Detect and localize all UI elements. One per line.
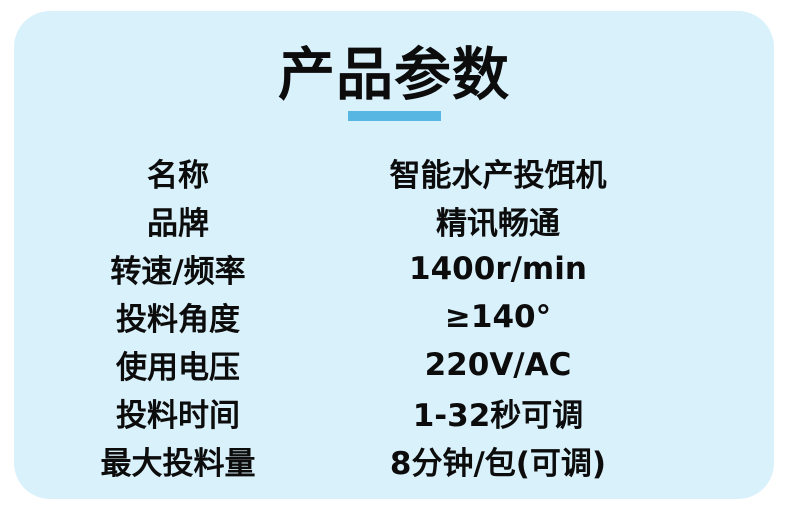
table-row: 使用电压 220V/AC — [14, 341, 774, 389]
spec-label-name: 名称 — [147, 158, 209, 195]
spec-label-feeding-time: 投料时间 — [116, 398, 240, 435]
spec-label-voltage: 使用电压 — [116, 350, 240, 387]
spec-label-max-feed-amount: 最大投料量 — [100, 446, 256, 483]
table-row: 转速/频率 1400r/min — [14, 245, 774, 293]
spec-value-feeding-angle: ≥140° — [444, 298, 552, 335]
spec-value-brand: 精讯畅通 — [436, 206, 560, 243]
table-row: 投料时间 1-32秒可调 — [14, 389, 774, 437]
spec-label-speed-frequency: 转速/频率 — [110, 254, 246, 291]
spec-value-speed-frequency: 1400r/min — [409, 250, 587, 287]
title-underline-bar — [347, 110, 441, 121]
page-title: 产品参数 — [278, 42, 510, 108]
table-row: 投料角度 ≥140° — [14, 293, 774, 341]
product-parameters-card: 产品参数 名称 智能水产投饵机 品牌 精讯畅通 转速/频率 1400r/min … — [14, 11, 774, 499]
spec-value-max-feed-amount: 8分钟/包(可调) — [389, 446, 607, 483]
spec-label-brand: 品牌 — [147, 206, 209, 243]
spec-value-voltage: 220V/AC — [424, 346, 572, 383]
table-row: 最大投料量 8分钟/包(可调) — [14, 437, 774, 485]
table-row: 名称 智能水产投饵机 — [14, 149, 774, 197]
spec-value-feeding-time: 1-32秒可调 — [412, 398, 584, 435]
spec-table: 名称 智能水产投饵机 品牌 精讯畅通 转速/频率 1400r/min 投料角度 … — [14, 149, 774, 485]
table-row: 品牌 精讯畅通 — [14, 197, 774, 245]
spec-value-name: 智能水产投饵机 — [389, 158, 607, 195]
spec-label-feeding-angle: 投料角度 — [116, 302, 240, 339]
